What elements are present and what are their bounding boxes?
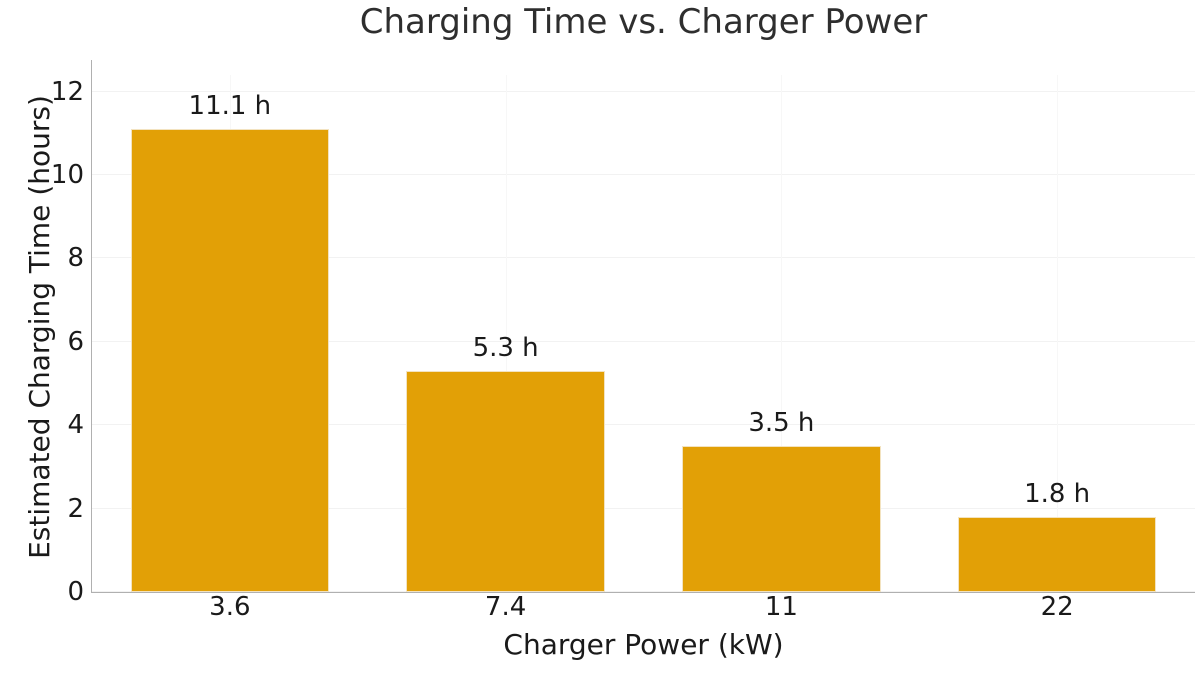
gridline-horizontal [92, 174, 1195, 176]
plot-area: 11.1 h 5.3 h 3.5 h 1.8 h [92, 75, 1195, 592]
gridline-horizontal [92, 424, 1195, 426]
x-tick-label: 3.6 [209, 592, 251, 622]
y-tick-label: 2 [67, 493, 84, 524]
bar-value-label: 3.5 h [748, 408, 815, 439]
bar-value-label: 11.1 h [188, 91, 272, 122]
y-tick-label: 4 [67, 410, 84, 441]
y-tick-label: 8 [67, 243, 84, 274]
y-tick-label: 10 [50, 160, 84, 191]
bar-22[interactable] [957, 516, 1157, 592]
y-tick-label: 12 [50, 76, 84, 107]
gridline-vertical [1057, 75, 1058, 592]
bar-11[interactable] [682, 446, 881, 592]
x-tick-label: 22 [1040, 592, 1074, 622]
x-axis-spine [92, 592, 1195, 593]
gridline-horizontal [92, 257, 1195, 259]
gridline-horizontal [92, 507, 1195, 509]
gridline-vertical [506, 75, 507, 592]
chart-title: Charging Time vs. Charger Power [359, 2, 928, 42]
x-tick-label: 11 [764, 592, 798, 622]
y-tick-label: 0 [67, 577, 84, 607]
bar-7-4[interactable] [406, 371, 605, 592]
x-axis-label: Charger Power (kW) [503, 628, 784, 661]
x-tick-label: 7.4 [484, 592, 527, 622]
y-axis-tick-labels: 0 2 4 6 8 10 12 [14, 0, 84, 673]
gridline-horizontal [92, 591, 1195, 592]
gridline-vertical [781, 75, 782, 592]
gridline-horizontal [92, 90, 1195, 92]
y-axis-label: Estimated Charging Time (hours) [23, 95, 56, 559]
bar-value-label: 1.8 h [1024, 478, 1091, 509]
bar-3-6[interactable] [130, 129, 330, 592]
gridline-horizontal [92, 340, 1195, 342]
y-axis-spine [91, 60, 92, 593]
y-tick-label: 6 [67, 326, 84, 357]
bar-value-label: 5.3 h [472, 333, 539, 364]
